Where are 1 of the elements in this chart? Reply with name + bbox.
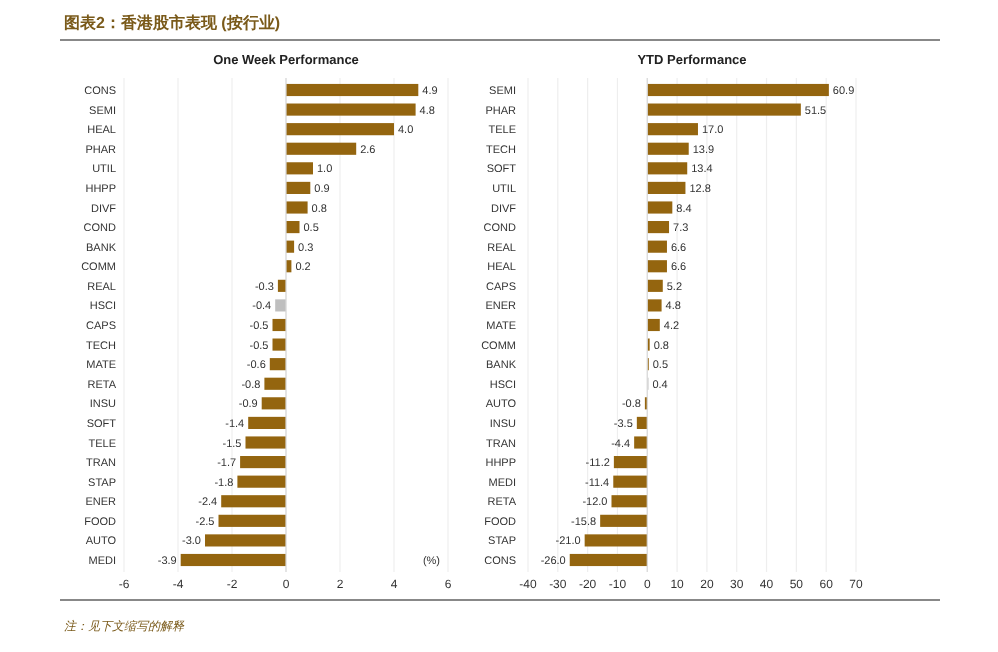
text: 图表2：香港股市表现 (按行业) [64, 12, 281, 32]
